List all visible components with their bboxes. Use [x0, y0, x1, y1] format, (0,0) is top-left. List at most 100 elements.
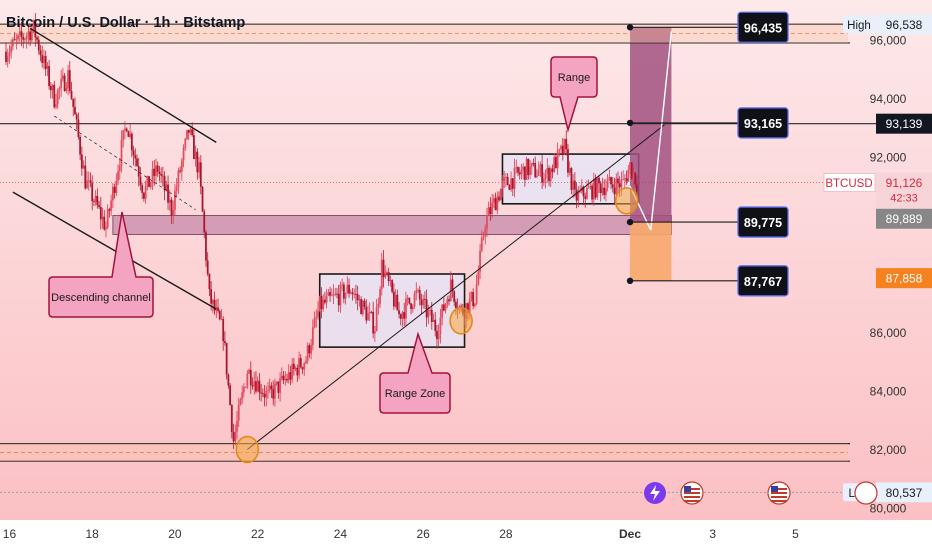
- candle-body: [84, 165, 87, 189]
- candle-body: [134, 155, 137, 159]
- candle-body: [160, 173, 163, 176]
- candle-body: [365, 306, 368, 321]
- candle-body: [201, 186, 204, 212]
- candle-body: [155, 165, 157, 176]
- candle-body: [156, 165, 159, 172]
- candle-body: [453, 291, 456, 302]
- candle-body: [558, 149, 561, 151]
- candle-body: [144, 186, 147, 199]
- candle-body: [184, 138, 187, 148]
- candle-body: [561, 145, 564, 154]
- time-tick-label: Dec: [619, 527, 641, 541]
- candle-body: [10, 46, 13, 53]
- candle-body: [332, 294, 335, 296]
- candle-body: [110, 200, 113, 211]
- us-flag-event-icon: [767, 481, 791, 505]
- callout-shape: [550, 56, 598, 133]
- candle-body: [179, 170, 182, 172]
- candle-body: [353, 293, 356, 295]
- target-dot: [626, 218, 634, 226]
- candle-body: [89, 180, 92, 183]
- candle-body: [82, 165, 85, 169]
- candle-body: [413, 293, 416, 307]
- candle-body: [610, 177, 612, 185]
- target-label-bg: [737, 107, 789, 139]
- candle-body: [405, 298, 407, 319]
- candle-body: [24, 39, 26, 40]
- price-marker-title: High: [847, 20, 871, 32]
- candle-body: [499, 189, 502, 201]
- candle-body: [68, 70, 71, 91]
- candle-body: [444, 303, 447, 311]
- channel-mid-line: [54, 115, 196, 210]
- us-flag-stripe: [684, 492, 700, 494]
- candle-body: [192, 135, 195, 159]
- candle-body: [579, 191, 581, 193]
- time-tick-label: 18: [86, 527, 100, 541]
- candle-body: [106, 209, 109, 228]
- candle-body: [620, 179, 623, 188]
- candle-body: [311, 327, 314, 346]
- candle-body: [591, 185, 594, 200]
- candle-body: [632, 172, 635, 179]
- candle-body: [224, 341, 226, 343]
- candle-body: [182, 147, 185, 161]
- candle-body: [41, 55, 44, 64]
- candle-body: [565, 138, 568, 150]
- target-dot: [626, 119, 634, 127]
- candle-body: [627, 169, 630, 182]
- candle-body: [272, 389, 275, 399]
- pivot-circle: [449, 306, 473, 335]
- price-marker-bg: [876, 14, 932, 35]
- candle-body: [161, 175, 164, 177]
- candle-body: [53, 84, 56, 108]
- candle-body: [553, 157, 556, 172]
- candle-body: [611, 184, 614, 188]
- candle-body: [127, 131, 130, 137]
- candle-body: [318, 296, 321, 312]
- candle-body: [379, 289, 381, 304]
- us-flag-stripe: [771, 488, 787, 490]
- price-tick-label: 84,000: [870, 385, 907, 399]
- plot-background: [0, 0, 932, 520]
- candle-body: [503, 177, 506, 181]
- candle-body: [563, 138, 566, 154]
- candle-body: [44, 55, 47, 69]
- candle-body: [20, 31, 23, 37]
- projection-line-up: [650, 31, 673, 231]
- candle-body: [475, 284, 478, 304]
- pivot-circle: [614, 187, 639, 215]
- candle-body: [310, 345, 313, 354]
- price-marker-bg: [876, 208, 932, 229]
- candle-body: [287, 372, 290, 381]
- candle-body: [410, 303, 413, 310]
- channel-upper-line: [29, 27, 217, 143]
- candle-body: [487, 207, 490, 215]
- candle-body: [111, 186, 114, 201]
- candle-body: [172, 209, 175, 216]
- us-flag-event-icon: [680, 481, 704, 505]
- candle-body: [241, 392, 244, 400]
- candle-body: [115, 180, 118, 194]
- candle-body: [143, 192, 145, 199]
- target-label-text: 89,775: [744, 216, 782, 230]
- support-band: [0, 443, 848, 462]
- candle-body: [575, 189, 578, 201]
- candle-body: [87, 180, 90, 182]
- current-price-bg: [876, 172, 932, 209]
- time-axis-bg: [0, 520, 932, 550]
- target-label-text: 96,435: [744, 21, 782, 35]
- price-tick-label: 86,000: [870, 326, 907, 340]
- candle-body: [415, 290, 418, 294]
- candle-body: [586, 187, 588, 199]
- candle-body: [220, 318, 223, 320]
- earnings-event-icon: [644, 482, 666, 504]
- candle-body: [141, 185, 144, 193]
- candle-body: [218, 310, 221, 320]
- candle-body: [363, 300, 366, 307]
- candle-body: [396, 294, 399, 311]
- candle-body: [198, 162, 200, 173]
- candle-body: [549, 168, 552, 182]
